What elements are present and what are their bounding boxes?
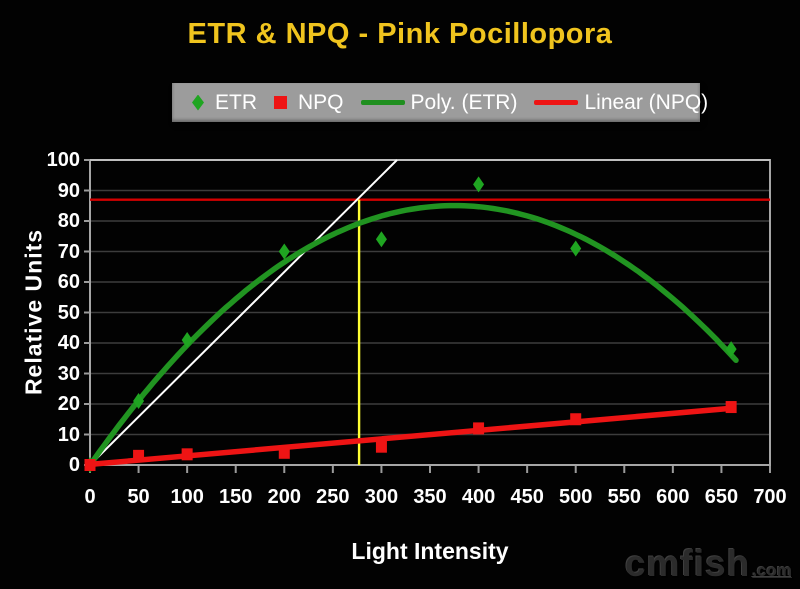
- legend-label-npq: NPQ: [298, 90, 344, 114]
- etr-point: [473, 176, 485, 193]
- x-tick-label: 450: [510, 486, 544, 508]
- x-tick-label: 400: [461, 486, 496, 508]
- npq-point: [133, 449, 145, 462]
- legend-item-linear: Linear (NPQ): [534, 91, 708, 115]
- legend-label-etr: ETR: [215, 90, 257, 114]
- y-tick-label: 80: [57, 210, 80, 232]
- x-tick-label: 0: [84, 486, 96, 508]
- etr-point: [278, 243, 290, 260]
- watermark-main: cmfish: [625, 543, 751, 584]
- x-tick-label: 650: [704, 486, 739, 508]
- legend: ETR NPQ Poly. (ETR) Linear (NPQ): [172, 83, 708, 122]
- legend-item-poly: Poly. (ETR): [360, 90, 518, 115]
- x-tick-label: 350: [413, 486, 447, 508]
- y-tick-label: 40: [57, 332, 80, 354]
- y-tick-label: 90: [57, 179, 80, 202]
- etr-point: [570, 240, 582, 257]
- y-tick-label: 30: [57, 362, 80, 385]
- x-tick-label: 550: [607, 486, 641, 508]
- y-tick-label: 100: [46, 149, 80, 171]
- y-tick-label: 0: [68, 454, 80, 476]
- x-tick-label: 200: [267, 486, 301, 508]
- x-tick-label: 500: [559, 486, 593, 508]
- etr-point: [181, 331, 193, 348]
- x-axis-title: Light Intensity: [351, 538, 509, 564]
- y-tick-label: 70: [57, 240, 80, 263]
- etr-point: [375, 231, 387, 248]
- etr-point: [133, 392, 145, 409]
- npq-point: [570, 413, 582, 426]
- legend-item-etr: ETR: [192, 91, 257, 115]
- x-tick-label: 300: [364, 486, 399, 508]
- y-tick-label: 10: [57, 423, 80, 446]
- x-tick-label: 600: [656, 486, 690, 508]
- x-tick-label: 100: [170, 486, 204, 508]
- etr-diamond-icon: [192, 94, 204, 111]
- etr-point: [725, 341, 737, 358]
- npq-point: [725, 401, 737, 414]
- npq-point: [84, 459, 96, 471]
- poly-trendline: [87, 202, 739, 468]
- legend-label-poly: Poly. (ETR): [410, 90, 518, 114]
- linear-trendline: [87, 405, 736, 468]
- x-tick-label: 250: [316, 486, 350, 508]
- npq-point: [473, 422, 485, 435]
- x-tick-label: 150: [219, 486, 253, 508]
- y-tick-label: 50: [57, 301, 80, 324]
- chart-title: ETR & NPQ - Pink Pocillopora: [187, 18, 613, 50]
- linear-line-icon: [534, 100, 579, 105]
- y-tick-label: 20: [57, 393, 80, 415]
- poly-line-icon: [360, 100, 405, 105]
- legend-label-linear: Linear (NPQ): [584, 90, 709, 114]
- npq-point: [181, 448, 193, 461]
- npq-square-icon: [274, 96, 287, 109]
- y-tick-label: 60: [57, 271, 80, 293]
- watermark: cmfish .com: [625, 543, 792, 585]
- npq-point: [278, 446, 290, 459]
- npq-point: [375, 440, 387, 453]
- x-tick-label: 50: [127, 486, 150, 508]
- watermark-suffix: .com: [752, 561, 792, 580]
- x-tick-label: 700: [753, 486, 787, 508]
- alpha-line: [89, 159, 398, 466]
- legend-item-npq: NPQ: [274, 91, 344, 115]
